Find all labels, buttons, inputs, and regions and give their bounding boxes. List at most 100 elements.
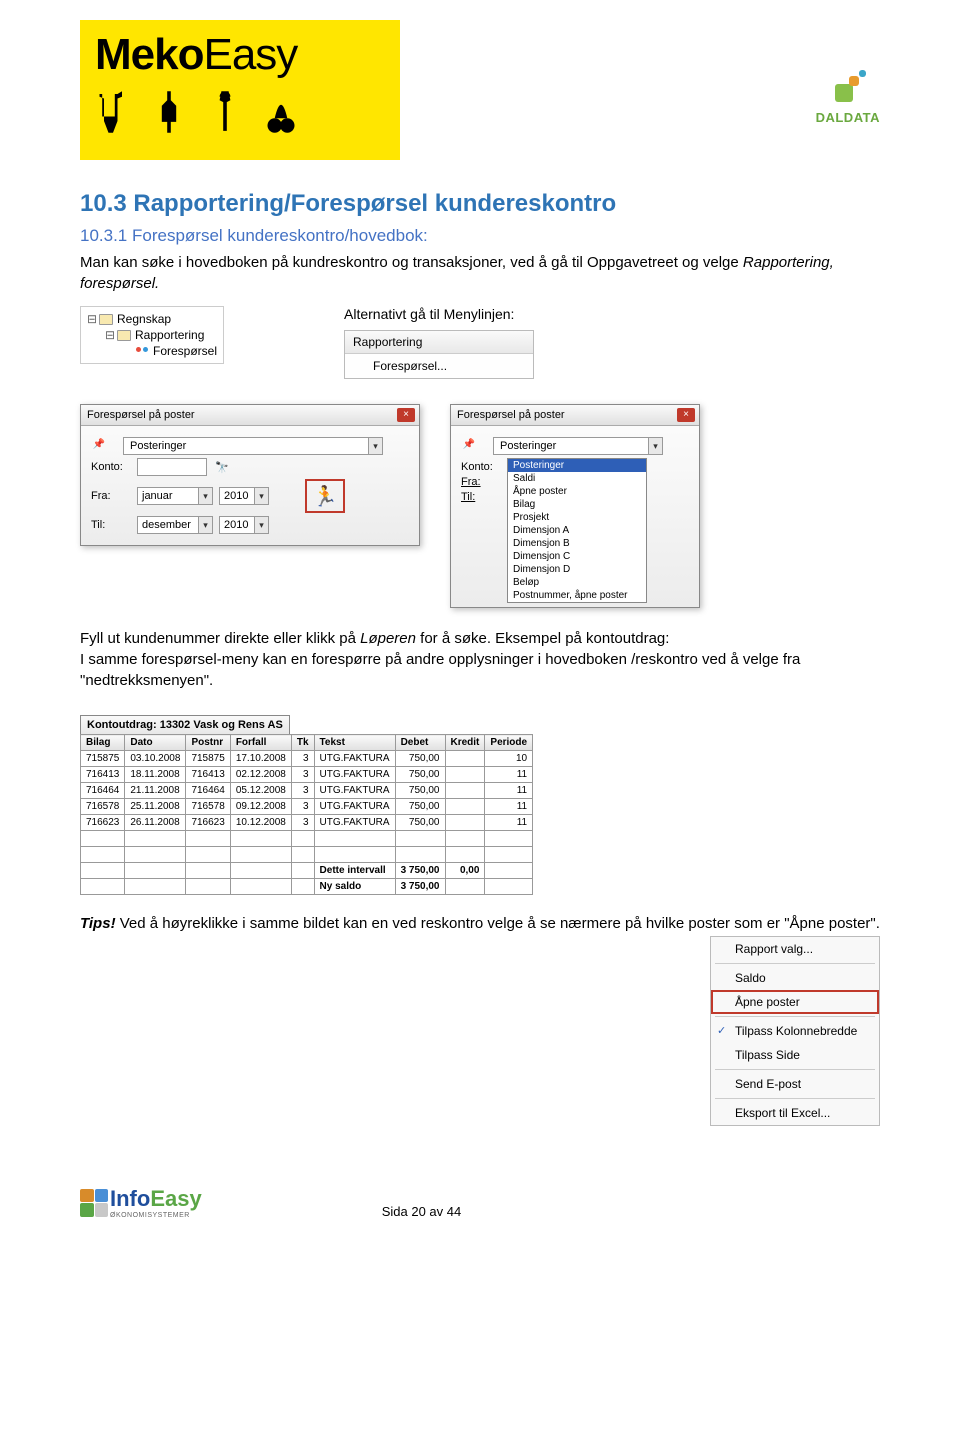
p2b: Løperen (360, 630, 416, 647)
list-item[interactable]: Postnummer, åpne poster (508, 589, 646, 602)
til-year-combo[interactable]: 2010 (219, 516, 269, 534)
col-dato[interactable]: Dato (125, 735, 186, 751)
chevron-down-icon[interactable] (648, 438, 662, 454)
dialog-title: Forespørsel på poster × (451, 405, 699, 426)
pin-icon[interactable]: 📌 (461, 439, 477, 453)
pin-icon[interactable]: 📌 (91, 439, 107, 453)
combo-value: Posteringer (124, 438, 368, 454)
dialog-title-text: Forespørsel på poster (87, 409, 195, 421)
type-combo[interactable]: Posteringer (493, 437, 663, 455)
list-item[interactable]: Saldi (508, 472, 646, 485)
table-row[interactable]: 71587503.10.200871587517.10.20083UTG.FAK… (81, 751, 533, 767)
rapportering-menu[interactable]: Rapportering Forespørsel... (344, 330, 534, 379)
menu-separator (715, 1016, 875, 1017)
easy-text: Easy (150, 1186, 201, 1211)
fra-label: Fra: (461, 476, 501, 488)
combo-value: desember (138, 517, 198, 533)
page-number: Sida 20 av 44 (382, 1204, 462, 1219)
list-item[interactable]: Prosjekt (508, 511, 646, 524)
table-cell (445, 831, 485, 847)
ctx-send-epost[interactable]: Send E-post (711, 1072, 879, 1096)
tree-label: Regnskap (117, 312, 171, 326)
table-cell: 11 (485, 799, 533, 815)
binoculars-icon[interactable]: 🔭 (213, 460, 231, 475)
table-cell (445, 847, 485, 863)
table-cell (81, 831, 125, 847)
table-row[interactable]: 71641318.11.200871641302.12.20083UTG.FAK… (81, 767, 533, 783)
table-row[interactable]: 71657825.11.200871657809.12.20083UTG.FAK… (81, 799, 533, 815)
til-label: Til: (461, 491, 501, 503)
fra-year-combo[interactable]: 2010 (219, 487, 269, 505)
table-cell: 716578 (81, 799, 125, 815)
menu-item-foresporsel[interactable]: Forespørsel... (345, 354, 533, 378)
table-caption: Kontoutdrag: 13302 Vask og Rens AS (80, 715, 290, 734)
til-month-combo[interactable]: desember (137, 516, 213, 534)
col-kredit[interactable]: Kredit (445, 735, 485, 751)
ctx-eksport-excel[interactable]: Eksport til Excel... (711, 1101, 879, 1125)
type-listbox[interactable]: Posteringer Saldi Åpne poster Bilag Pros… (507, 458, 647, 603)
konto-label: Konto: (91, 461, 131, 473)
combo-value: 2010 (220, 488, 254, 504)
table-cell: 3 (291, 767, 314, 783)
tree-node-foresporsel[interactable]: Forespørsel (87, 343, 217, 359)
fra-month-combo[interactable]: januar (137, 487, 213, 505)
chevron-down-icon[interactable] (368, 438, 382, 454)
folder-icon (117, 330, 131, 341)
ctx-apne-poster[interactable]: Åpne poster (711, 990, 879, 1014)
saldo-value: 3 750,00 (395, 879, 445, 895)
menu-title[interactable]: Rapportering (345, 331, 533, 354)
ctx-rapport-valg[interactable]: Rapport valg... (711, 937, 879, 961)
type-combo[interactable]: Posteringer (123, 437, 383, 455)
list-item[interactable]: Dimensjon B (508, 537, 646, 550)
summary-row: Dette intervall3 750,000,00 (81, 863, 533, 879)
table-cell (485, 831, 533, 847)
close-icon[interactable]: × (397, 408, 415, 422)
col-bilag[interactable]: Bilag (81, 735, 125, 751)
dialog-title: Forespørsel på poster × (81, 405, 419, 426)
tree-label: Forespørsel (153, 344, 217, 358)
instruction-paragraph: Fyll ut kundenummer direkte eller klikk … (80, 628, 880, 691)
chevron-down-icon[interactable] (254, 488, 268, 504)
close-icon[interactable]: × (677, 408, 695, 422)
infoeasy-subtitle: ØKONOMISYSTEMER (110, 1212, 202, 1219)
ctx-tilpass-side[interactable]: Tilpass Side (711, 1043, 879, 1067)
col-debet[interactable]: Debet (395, 735, 445, 751)
tree-node-regnskap[interactable]: ⊟Regnskap (87, 311, 217, 327)
p2c: for å søke. Eksempel på kontoutdrag: (416, 630, 669, 647)
table-header-row: Bilag Dato Postnr Forfall Tk Tekst Debet… (81, 735, 533, 751)
list-item[interactable]: Åpne poster (508, 485, 646, 498)
context-menu[interactable]: Rapport valg... Saldo Åpne poster Tilpas… (710, 936, 880, 1126)
table-row[interactable]: 71646421.11.200871646405.12.20083UTG.FAK… (81, 783, 533, 799)
foresporsel-dialog: Forespørsel på poster × 📌 Posteringer Ko… (80, 404, 420, 546)
konto-input[interactable] (137, 458, 207, 476)
list-item[interactable]: Beløp (508, 576, 646, 589)
table-cell: 21.11.2008 (125, 783, 186, 799)
runner-button[interactable]: 🏃 (305, 479, 345, 513)
chevron-down-icon[interactable] (198, 517, 212, 533)
table-cell (314, 847, 395, 863)
nav-tree[interactable]: ⊟Regnskap ⊟Rapportering Forespørsel (80, 306, 224, 364)
col-forfall[interactable]: Forfall (230, 735, 291, 751)
tips-label: Tips! (80, 915, 116, 932)
ctx-tilpass-kolonne[interactable]: Tilpass Kolonnebredde (711, 1019, 879, 1043)
col-periode[interactable]: Periode (485, 735, 533, 751)
ctx-saldo[interactable]: Saldo (711, 966, 879, 990)
table-cell: 3 (291, 815, 314, 831)
table-cell (445, 783, 485, 799)
chevron-down-icon[interactable] (254, 517, 268, 533)
meko-easy: Easy (203, 30, 297, 79)
intro-text: Man kan søke i hovedboken på kundreskont… (80, 254, 743, 271)
menu-separator (715, 1098, 875, 1099)
col-tk[interactable]: Tk (291, 735, 314, 751)
col-tekst[interactable]: Tekst (314, 735, 395, 751)
table-cell (445, 815, 485, 831)
list-item[interactable]: Dimensjon A (508, 524, 646, 537)
chevron-down-icon[interactable] (198, 488, 212, 504)
tree-node-rapportering[interactable]: ⊟Rapportering (87, 327, 217, 343)
list-item[interactable]: Dimensjon D (508, 563, 646, 576)
table-row[interactable]: 71662326.11.200871662310.12.20083UTG.FAK… (81, 815, 533, 831)
list-item[interactable]: Dimensjon C (508, 550, 646, 563)
list-item[interactable]: Bilag (508, 498, 646, 511)
col-postnr[interactable]: Postnr (186, 735, 230, 751)
list-item[interactable]: Posteringer (508, 459, 646, 472)
